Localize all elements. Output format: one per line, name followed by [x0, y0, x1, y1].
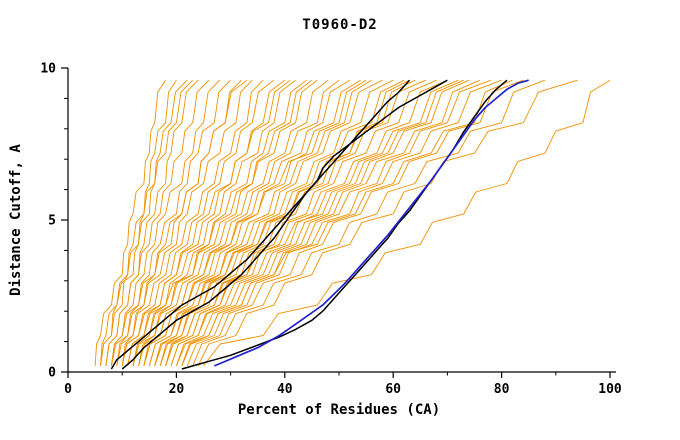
- ensemble-line: [138, 79, 329, 366]
- ensemble-line: [192, 79, 546, 367]
- ensemble-line: [110, 79, 231, 366]
- ensemble-line: [121, 79, 264, 366]
- ensemble-line: [127, 79, 286, 366]
- ensemble-line: [186, 79, 524, 367]
- ensemble-line: [165, 79, 437, 367]
- ensemble-line: [143, 79, 367, 366]
- ensemble-line: [170, 79, 459, 367]
- ensemble-line: [175, 79, 481, 367]
- ensemble-line: [100, 79, 177, 366]
- ensemble-line: [94, 79, 166, 366]
- ensemble-line: [148, 79, 372, 367]
- highlighted-line: [110, 79, 411, 370]
- ensemble-line: [121, 79, 291, 366]
- x-tick-label: 100: [598, 382, 622, 397]
- x-tick-label: 60: [385, 382, 401, 397]
- chart-title: T0960-D2: [302, 17, 378, 33]
- ensemble-line: [159, 79, 426, 367]
- ensemble-line: [170, 79, 470, 367]
- ensemble-line: [148, 79, 383, 367]
- ensemble-line: [132, 79, 313, 366]
- ensemble-line: [154, 79, 410, 367]
- y-tick-label: 10: [40, 62, 56, 77]
- highlighted-line: [181, 79, 508, 370]
- ensemble-line: [110, 79, 221, 366]
- ensemble-line: [110, 79, 248, 366]
- ensemble-line: [132, 79, 318, 367]
- y-axis-label: Distance Cutoff, A: [8, 144, 24, 296]
- ensemble-line: [165, 79, 464, 367]
- ensemble-line: [165, 79, 448, 367]
- reference-line: [213, 79, 529, 367]
- ensemble-line: [127, 79, 296, 366]
- y-tick-label: 0: [48, 366, 56, 381]
- x-tick-label: 20: [169, 382, 185, 397]
- ensemble-line: [181, 79, 513, 367]
- ensemble-line: [197, 79, 578, 367]
- x-tick-label: 0: [64, 382, 72, 397]
- ensemble-line: [203, 79, 611, 367]
- ensemble-line: [132, 79, 307, 366]
- ensemble-line: [121, 79, 275, 366]
- ensemble-line: [105, 79, 210, 366]
- ensemble-line: [154, 79, 394, 367]
- x-tick-label: 40: [277, 382, 293, 397]
- y-tick-label: 5: [48, 214, 56, 229]
- ensemble-line: [100, 79, 188, 366]
- x-tick-label: 80: [494, 382, 510, 397]
- ensemble-line: [100, 79, 194, 366]
- ensemble-line: [116, 79, 253, 366]
- highlighted-line: [121, 79, 448, 370]
- x-axis-label: Percent of Residues (CA): [238, 402, 440, 418]
- ensemble-line: [181, 79, 502, 367]
